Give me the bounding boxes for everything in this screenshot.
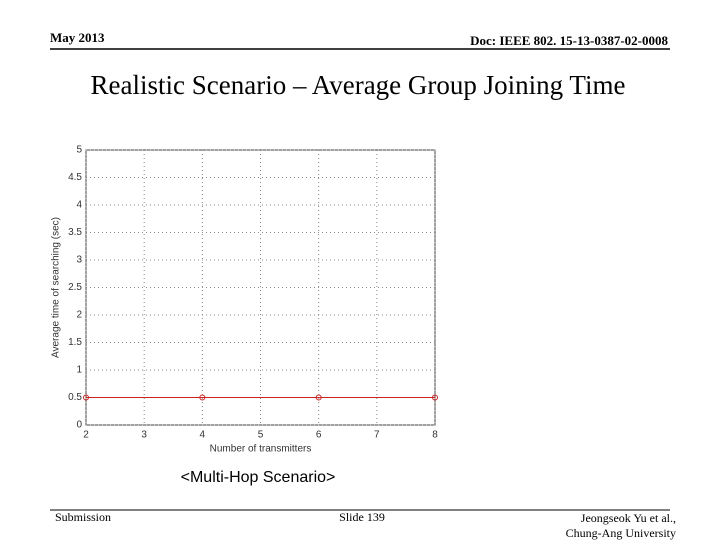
data-point <box>83 394 89 401</box>
y-tick-label: 3 <box>76 255 82 266</box>
header-doc: Doc: IEEE 802. 15-13-0387-02-0008 <box>470 33 668 48</box>
footer-author: Jeongseok Yu et al., <box>581 511 676 525</box>
footer-affiliation: Chung-Ang University <box>566 526 676 540</box>
y-tick-label: 3.5 <box>68 227 82 238</box>
x-tick-label: 8 <box>432 430 438 441</box>
y-tick-label: 2.5 <box>68 282 82 293</box>
x-tick-label: 2 <box>83 430 89 441</box>
y-axis-label: Average time of searching (sec) <box>51 217 62 358</box>
footer-center: Slide 139 <box>339 510 385 524</box>
header-date: May 2013 <box>50 30 105 45</box>
y-tick-label: 1.5 <box>68 337 82 348</box>
y-tick-label: 2 <box>76 310 82 321</box>
data-point <box>432 394 438 401</box>
y-tick-label: 0 <box>76 420 82 431</box>
x-tick-label: 5 <box>258 430 264 441</box>
y-tick-label: 4.5 <box>68 172 82 183</box>
x-axis-label: Number of transmitters <box>210 444 312 455</box>
footer-left: Submission <box>55 510 111 524</box>
data-point <box>199 394 206 401</box>
x-tick-label: 4 <box>200 430 206 441</box>
data-point <box>315 394 322 401</box>
caption: <Multi-Hop Scenario> <box>181 469 336 486</box>
y-tick-label: 5 <box>76 145 82 156</box>
x-tick-label: 6 <box>316 430 322 441</box>
slide-title: Realistic Scenario – Average Group Joini… <box>91 70 626 100</box>
x-tick-label: 7 <box>374 430 380 441</box>
y-tick-label: 4 <box>76 200 82 211</box>
y-tick-label: 1 <box>76 365 82 376</box>
x-tick-label: 3 <box>141 430 147 441</box>
y-tick-label: 0.5 <box>68 392 82 403</box>
plot-frame <box>85 149 436 426</box>
